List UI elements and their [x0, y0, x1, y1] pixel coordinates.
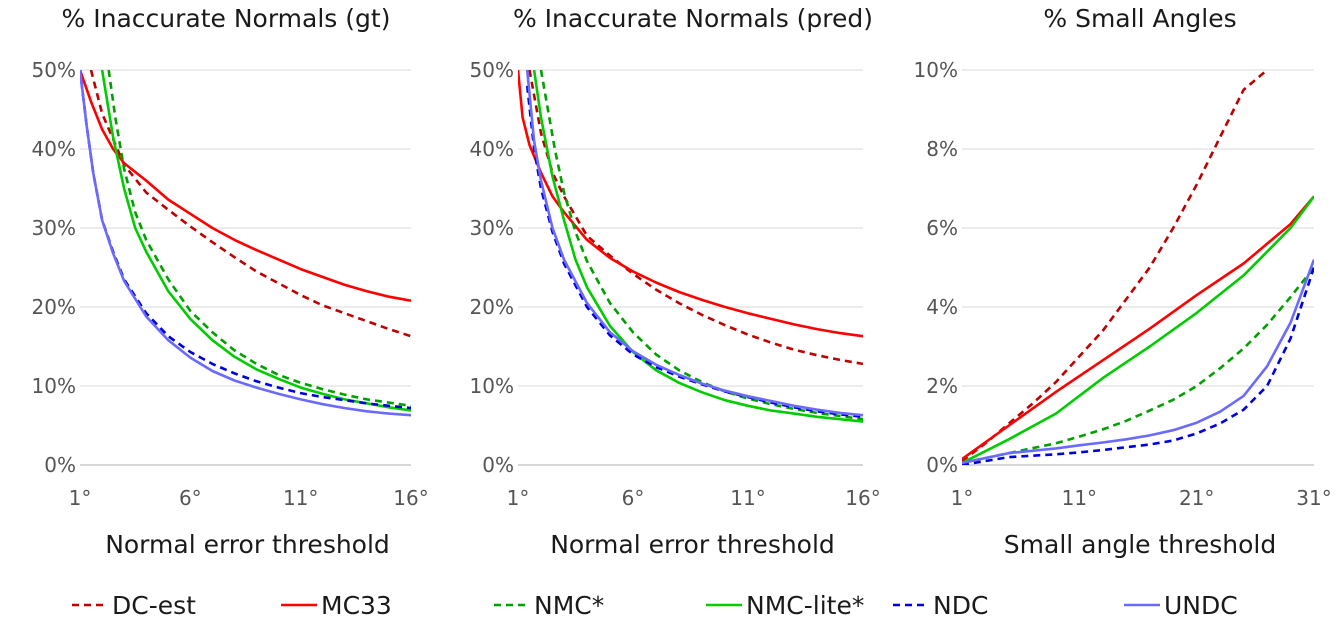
series-line-nmc-lite — [532, 70, 863, 423]
x-tick-label: 6° — [179, 486, 202, 510]
y-tick-label: 8% — [926, 137, 958, 161]
legend-label: NMC-lite* — [746, 591, 864, 619]
y-tick-label: 0% — [482, 453, 514, 477]
series-line-ndc — [525, 85, 863, 419]
x-tick-label: 1° — [69, 486, 92, 510]
y-tick-label: 40% — [32, 137, 76, 161]
legend-item: NDC — [893, 591, 988, 619]
series-line-undc — [525, 70, 863, 417]
y-tick-label: 30% — [470, 216, 514, 240]
series-line-mc33 — [518, 70, 863, 338]
legend-label: UNDC — [1164, 591, 1238, 619]
y-tick-label: 10% — [470, 374, 514, 398]
x-tick-label: 11° — [1062, 486, 1097, 510]
series-line-nmc — [539, 70, 863, 421]
chart-title: % Inaccurate Normals (gt) — [62, 4, 391, 33]
legend-item: UNDC — [1124, 591, 1238, 619]
y-tick-label: 0% — [44, 453, 76, 477]
x-axis-label: Normal error threshold — [105, 530, 390, 559]
y-tick-label: 10% — [32, 374, 76, 398]
chart-panel-1: % Inaccurate Normals (gt) 0% 10% 20% 30% 40% 5… — [32, 4, 429, 559]
series-line-nmc — [962, 266, 1314, 465]
legend-item: DC-est — [72, 591, 196, 619]
x-tick-label: 1° — [951, 486, 974, 510]
y-tick-label: 30% — [32, 216, 76, 240]
series-line-nmc-lite — [100, 70, 411, 412]
y-tick-label: 50% — [32, 58, 76, 82]
y-tick-label: 10% — [914, 58, 958, 82]
series-line-nmc — [107, 70, 411, 408]
chart-panel-2: % Inaccurate Normals (pred) 0% 10% 20% 30% 40… — [470, 4, 881, 559]
series-line-dc-est — [962, 70, 1268, 463]
x-axis-label: Normal error threshold — [550, 530, 835, 559]
series-line-undc — [80, 70, 411, 417]
series-line-nmc-lite — [962, 195, 1314, 465]
legend-item: MC33 — [281, 591, 392, 619]
legend-item: NMC-lite* — [706, 591, 864, 619]
series-line-ndc — [962, 267, 1314, 465]
y-tick-label: 4% — [926, 295, 958, 319]
chart-title: % Inaccurate Normals (pred) — [513, 4, 873, 33]
y-tick-label: 2% — [926, 374, 958, 398]
legend-label: MC33 — [321, 591, 392, 619]
y-tick-label: 50% — [470, 58, 514, 82]
legend-item: NMC* — [494, 591, 604, 619]
y-tick-label: 40% — [470, 137, 514, 161]
x-tick-label: 6° — [622, 486, 645, 510]
series-line-mc33 — [962, 195, 1314, 461]
x-tick-label: 1° — [507, 486, 530, 510]
legend: DC-est MC33 NMC* NMC-lite* NDC UNDC — [72, 591, 1238, 619]
y-tick-label: 20% — [32, 295, 76, 319]
legend-label: NMC* — [534, 591, 604, 619]
legend-label: DC-est — [112, 591, 196, 619]
x-tick-label: 11° — [730, 486, 765, 510]
x-tick-label: 21° — [1179, 486, 1214, 510]
legend-label: NDC — [933, 591, 988, 619]
x-tick-label: 31° — [1296, 486, 1331, 510]
series-line-mc33 — [80, 70, 411, 302]
series-line-dc-est — [528, 70, 863, 366]
x-axis-label: Small angle threshold — [1004, 530, 1276, 559]
chart-panel-3: % Small Angles 0% 2% 4% 6% 8% 10% 1° 11° 21° 31° Sm… — [914, 4, 1332, 559]
chart-title: % Small Angles — [1043, 4, 1236, 33]
x-tick-label: 16° — [845, 486, 880, 510]
y-tick-label: 20% — [470, 295, 514, 319]
y-tick-label: 0% — [926, 453, 958, 477]
x-tick-label: 11° — [283, 486, 318, 510]
series-line-dc-est — [89, 70, 411, 338]
x-tick-label: 16° — [393, 486, 428, 510]
y-tick-label: 6% — [926, 216, 958, 240]
series-line-undc — [962, 259, 1314, 465]
series-line-ndc — [80, 70, 411, 410]
